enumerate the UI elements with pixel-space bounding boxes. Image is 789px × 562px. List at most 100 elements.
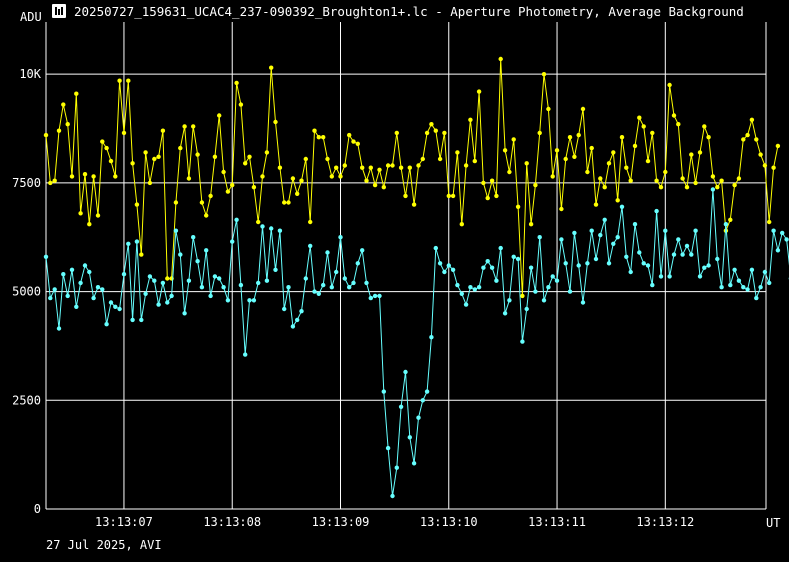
- data-point: [78, 280, 83, 286]
- data-point: [732, 182, 737, 188]
- data-point: [169, 293, 174, 299]
- data-point: [450, 267, 456, 272]
- data-point: [515, 204, 521, 209]
- data-point: [541, 72, 547, 77]
- data-point: [121, 130, 127, 136]
- data-point: [663, 169, 668, 175]
- data-point: [520, 339, 525, 344]
- data-point: [420, 156, 425, 162]
- data-point: [82, 172, 88, 177]
- data-point: [754, 137, 759, 142]
- data-point: [182, 124, 187, 129]
- data-point: [463, 163, 469, 168]
- data-point: [191, 235, 196, 240]
- data-point: [195, 152, 200, 157]
- data-point: [658, 274, 664, 279]
- data-point: [546, 285, 551, 290]
- data-point: [468, 285, 473, 290]
- data-point: [606, 261, 612, 266]
- data-point: [269, 65, 274, 70]
- data-point: [572, 154, 577, 159]
- data-point: [156, 302, 161, 307]
- data-point: [403, 193, 408, 199]
- data-point: [463, 302, 469, 307]
- data-point: [74, 91, 79, 96]
- data-point: [381, 185, 386, 190]
- data-point: [186, 278, 192, 283]
- data-point: [351, 280, 356, 286]
- data-point: [598, 176, 603, 181]
- data-point: [247, 154, 252, 159]
- data-point: [572, 230, 577, 236]
- data-point: [489, 265, 495, 270]
- data-point: [715, 256, 720, 262]
- data-point: [637, 115, 642, 120]
- data-point: [602, 217, 607, 222]
- data-point: [645, 158, 651, 164]
- x-tick-label: 13:13:12: [636, 515, 694, 529]
- data-point: [186, 176, 192, 181]
- data-point: [225, 189, 231, 194]
- data-point: [165, 300, 170, 305]
- data-point: [728, 282, 733, 288]
- data-point: [628, 269, 633, 275]
- plot-frame: [45, 22, 767, 510]
- data-point: [234, 217, 239, 222]
- data-point: [299, 178, 304, 183]
- data-point: [416, 163, 421, 168]
- data-point: [650, 282, 655, 288]
- data-point: [65, 122, 70, 127]
- data-point: [615, 198, 620, 203]
- data-point: [593, 202, 599, 207]
- data-point: [355, 261, 360, 266]
- data-point: [117, 306, 122, 312]
- data-point: [715, 185, 720, 190]
- data-point: [767, 280, 772, 286]
- data-point: [611, 241, 616, 246]
- data-point: [91, 174, 96, 179]
- data-point: [476, 89, 482, 94]
- data-point: [221, 169, 226, 175]
- data-point: [654, 208, 659, 214]
- data-point: [550, 274, 555, 279]
- data-point: [143, 291, 148, 296]
- data-point: [446, 193, 451, 199]
- data-point: [559, 237, 564, 242]
- data-point: [212, 154, 218, 159]
- data-point: [680, 252, 685, 257]
- data-point: [676, 237, 681, 242]
- data-point: [481, 180, 486, 186]
- data-point: [693, 180, 698, 186]
- data-point: [559, 206, 564, 212]
- data-point: [589, 228, 594, 233]
- data-point: [160, 280, 166, 286]
- data-point: [767, 219, 772, 225]
- data-point: [69, 267, 75, 272]
- data-point: [502, 148, 508, 153]
- data-point: [182, 311, 187, 316]
- data-point: [95, 213, 101, 218]
- data-point: [455, 282, 460, 288]
- data-point: [689, 252, 694, 257]
- data-point: [338, 174, 343, 179]
- data-point: [684, 185, 690, 190]
- data-point: [481, 265, 486, 270]
- data-point: [515, 256, 521, 262]
- data-point: [719, 285, 724, 290]
- data-point: [342, 163, 347, 168]
- data-point: [130, 317, 135, 323]
- data-point: [485, 259, 490, 264]
- data-point: [403, 369, 408, 375]
- data-point: [290, 324, 296, 329]
- data-point: [507, 298, 512, 303]
- data-point: [321, 135, 326, 140]
- data-point: [178, 252, 183, 257]
- data-point: [437, 156, 443, 162]
- data-point: [407, 165, 412, 170]
- data-point: [87, 222, 92, 227]
- data-point: [758, 285, 763, 290]
- data-point: [667, 274, 672, 279]
- y-tick-label: 7500: [12, 176, 41, 190]
- data-point: [264, 278, 270, 283]
- data-point: [234, 80, 239, 86]
